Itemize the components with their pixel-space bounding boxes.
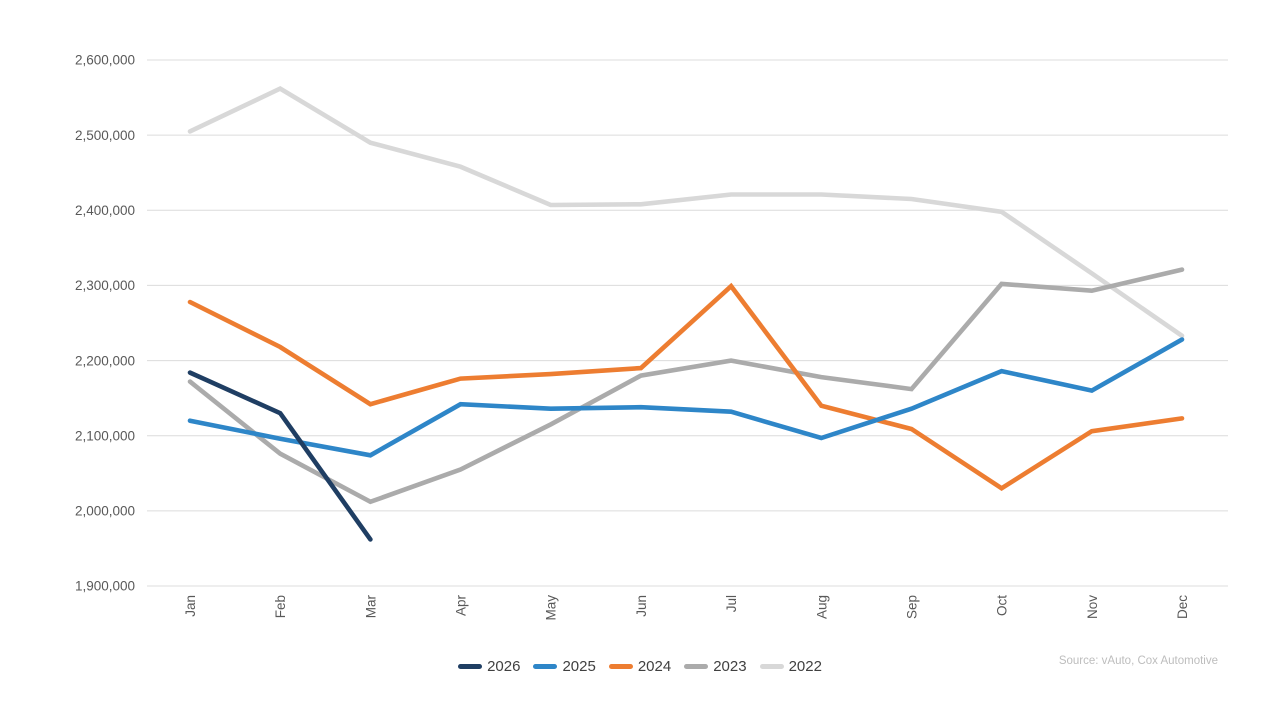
legend-label-2026: 2026 [487, 658, 521, 675]
gridlines-group [147, 59, 1228, 587]
legend-swatch-2025 [533, 664, 558, 669]
y-axis-tick-label: 2,000,000 [75, 504, 135, 519]
x-axis-tick-label: Sep [904, 595, 919, 619]
legend-swatch-2026 [458, 664, 483, 669]
x-axis-tick-label: Feb [273, 595, 288, 618]
y-axis-tick-label: 2,500,000 [75, 128, 135, 143]
y-axis-tick-label: 1,900,000 [75, 579, 135, 594]
y-axis-tick-label: 2,300,000 [75, 278, 135, 293]
x-axis-tick-label: Aug [814, 595, 829, 619]
y-axis-tick-label: 2,400,000 [75, 203, 135, 218]
series-line-2023 [187, 267, 1185, 505]
legend-swatch-2024 [608, 664, 633, 669]
legend-item-2024: 2024 [608, 658, 672, 675]
y-axis-tick-label: 2,200,000 [75, 353, 135, 368]
series-line-2026 [187, 370, 373, 542]
x-axis-tick-label: Jan [183, 595, 198, 617]
series-line-2022 [187, 85, 1185, 339]
legend-label-2024: 2024 [637, 658, 672, 675]
y-axis-labels-group: 1,900,000 2,000,000 2,100,000 2,200,000 2,30… [75, 53, 135, 594]
legend-label-2025: 2025 [562, 658, 596, 675]
series-lines-group [187, 85, 1185, 542]
x-axis-tick-label: Dec [1175, 595, 1190, 619]
legend-swatch-2022 [759, 664, 784, 669]
x-axis-labels-group: Jan Feb Mar Apr May Jun Jul Aug Sep Oct Nov Dec [183, 594, 1190, 620]
x-axis-tick-label: Oct [995, 595, 1010, 616]
x-axis-tick-label: Nov [1085, 595, 1100, 619]
legend-item-2022: 2022 [759, 658, 822, 675]
x-axis-tick-label: Jun [634, 595, 649, 617]
source-note: Source: vAuto, Cox Automotive [1058, 655, 1218, 667]
x-axis-tick-label: May [544, 595, 559, 621]
series-line-2024 [187, 282, 1185, 492]
series-line-2025 [187, 337, 1185, 458]
legend-item-2025: 2025 [533, 658, 596, 675]
x-axis-tick-label: Jul [724, 595, 739, 612]
legend-label-2022: 2022 [788, 658, 822, 675]
legend-label-2023: 2023 [713, 658, 747, 675]
y-axis-tick-label: 2,600,000 [75, 53, 135, 68]
legend-item-2026: 2026 [458, 659, 520, 674]
y-axis-tick-label: 2,100,000 [75, 428, 135, 443]
legend-swatch-2023 [684, 664, 709, 669]
x-axis-tick-label: Mar [363, 594, 378, 618]
chart-legend: 2026 2025 2024 2023 2022 [0, 659, 1280, 674]
x-axis-tick-label: Apr [454, 595, 469, 617]
legend-item-2023: 2023 [684, 658, 747, 675]
